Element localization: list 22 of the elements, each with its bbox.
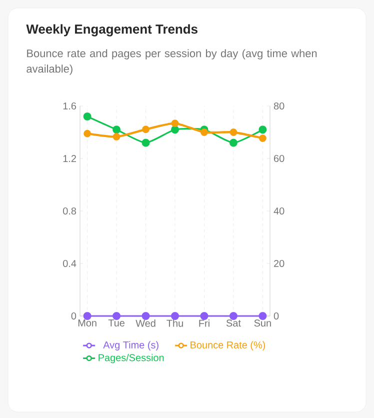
x-tick-label: Wed xyxy=(136,320,156,327)
legend-label: Pages/Session xyxy=(98,354,164,364)
legend-label: Bounce Rate (%) xyxy=(190,341,266,350)
y2-tick-label: 0 xyxy=(274,312,279,320)
x-tick-label: Sat xyxy=(226,320,241,327)
y-tick-label: 0.4 xyxy=(63,260,76,268)
y2-tick-label: 60 xyxy=(274,154,284,162)
y2-tick-label: 20 xyxy=(274,260,284,268)
y-tick-label: 1.2 xyxy=(63,155,76,162)
y2-tick-label: 40 xyxy=(274,207,284,215)
chart-title: Weekly Engagement Trends xyxy=(26,24,198,36)
legend-label: Avg Time (s) xyxy=(103,341,158,350)
x-tick-label: Sun xyxy=(254,320,271,327)
chart-subtitle: Bounce rate and pages per session by day (avg time when available) xyxy=(26,49,317,75)
x-tick-label: Fri xyxy=(199,320,210,327)
y2-tick-label: 80 xyxy=(274,102,284,110)
x-tick-label: Tue xyxy=(108,320,124,326)
y-tick-label: 0.8 xyxy=(63,207,76,215)
y-tick-label: 0 xyxy=(71,312,76,320)
y-tick-label: 1.6 xyxy=(63,102,76,110)
x-tick-label: Mon xyxy=(78,320,96,326)
x-tick-label: Thu xyxy=(166,320,183,327)
